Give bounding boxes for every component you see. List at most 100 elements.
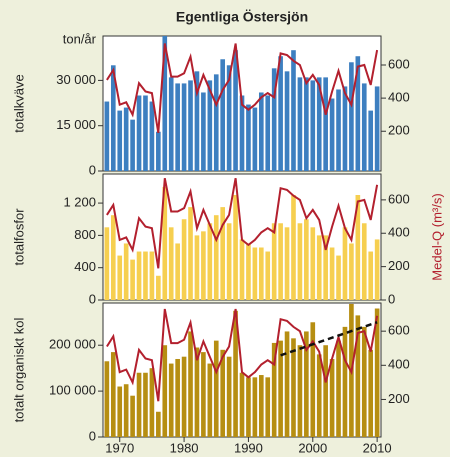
y-tick-label: 0: [89, 291, 96, 306]
bar: [220, 349, 226, 437]
bar: [162, 186, 168, 300]
bar: [329, 98, 335, 171]
bar: [342, 227, 348, 300]
bar: [117, 255, 123, 300]
y-axis-label: totalt organiskt kol: [11, 318, 26, 423]
bar: [130, 119, 135, 171]
bar: [323, 77, 328, 171]
y2-tick-label: 200: [388, 391, 410, 406]
x-tick-label: 1980: [170, 440, 199, 455]
bar: [207, 363, 213, 437]
y-axis-label: totalfosfor: [11, 208, 26, 266]
bar: [175, 358, 180, 437]
bar: [226, 223, 232, 300]
bar: [188, 331, 193, 437]
bar: [194, 71, 200, 171]
bar: [336, 255, 341, 300]
bar: [117, 110, 123, 171]
bar: [213, 74, 219, 171]
bar: [181, 356, 187, 437]
bar: [278, 223, 283, 300]
bar: [355, 56, 361, 171]
bar: [246, 377, 251, 437]
y2-tick-label: 0: [388, 291, 395, 306]
plot-group: [104, 178, 380, 300]
q-line: [106, 308, 379, 402]
bar: [156, 131, 161, 171]
y2-tick-label: 600: [388, 323, 410, 338]
bar: [278, 340, 283, 437]
bar: [361, 326, 367, 437]
bar: [329, 247, 335, 300]
bar: [220, 59, 226, 171]
bar: [162, 36, 168, 171]
bar: [336, 89, 341, 171]
y2-tick-label: 600: [388, 191, 410, 206]
y-tick-label: 800: [74, 227, 96, 242]
bar: [336, 340, 341, 437]
bar: [304, 331, 309, 437]
bar: [136, 95, 142, 171]
bar: [136, 251, 142, 300]
bar: [297, 223, 303, 300]
y2-tick-label: 400: [388, 225, 410, 240]
x-tick-label: 2000: [298, 440, 327, 455]
bar: [284, 71, 290, 171]
y-tick-label: 0: [89, 162, 96, 177]
bar: [368, 110, 374, 171]
bar: [110, 215, 116, 300]
q-line: [106, 43, 379, 134]
trend-line: [280, 321, 378, 357]
bar: [361, 83, 367, 171]
y-axis-label: totalkväve: [11, 74, 26, 133]
bar: [316, 77, 322, 171]
y2-tick-label: 400: [388, 90, 410, 105]
bar: [226, 65, 232, 171]
bar: [265, 95, 271, 171]
bar: [316, 354, 322, 437]
y-tick-label: 200 000: [49, 337, 96, 352]
bar: [258, 375, 264, 437]
bar: [181, 219, 187, 300]
bar: [175, 83, 180, 171]
bar: [310, 322, 316, 437]
bar: [246, 243, 251, 300]
y2-tick-label: 600: [388, 56, 410, 71]
y2-tick-label: 200: [388, 123, 410, 138]
bar: [201, 231, 206, 300]
bar: [316, 235, 322, 300]
bar: [130, 259, 135, 300]
bar: [304, 219, 309, 300]
bar: [368, 251, 374, 300]
bar: [149, 251, 155, 300]
y-unit-label: ton/år: [63, 31, 97, 46]
bar: [194, 347, 200, 437]
chart-title: Egentliga Östersjön: [176, 9, 308, 25]
y2-tick-label: 400: [388, 357, 410, 372]
bar: [368, 349, 374, 437]
bar: [374, 86, 380, 171]
bar: [156, 275, 161, 300]
bar: [233, 50, 238, 171]
x-tick-label: 2010: [363, 440, 392, 455]
bar: [342, 326, 348, 437]
bar: [355, 315, 361, 437]
y-tick-label: 100 000: [49, 383, 96, 398]
bar: [284, 331, 290, 437]
bar: [252, 247, 258, 300]
x-tick-label: 1970: [105, 440, 134, 455]
bar: [252, 107, 258, 171]
bar: [349, 243, 354, 300]
bar: [297, 345, 303, 437]
y-tick-label: 400: [74, 259, 96, 274]
bar: [149, 101, 155, 171]
bar: [117, 386, 123, 437]
bar: [355, 195, 361, 300]
bar: [239, 239, 245, 300]
bar: [207, 223, 213, 300]
plot-group: [104, 303, 380, 437]
bar: [252, 377, 258, 437]
bar: [123, 243, 129, 300]
bar: [297, 77, 303, 171]
